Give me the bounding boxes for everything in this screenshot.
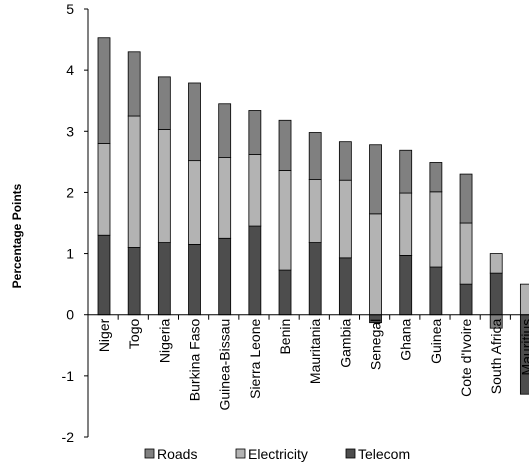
legend-label: Electricity [248, 446, 308, 462]
y-tick-label: 5 [66, 1, 74, 17]
bar-segment-electricity [459, 222, 473, 285]
x-tick-label: South Africa [488, 319, 504, 395]
y-tick-label: -1 [62, 368, 75, 384]
bar-segment-roads [248, 110, 262, 155]
bar-segment-roads [308, 132, 322, 180]
x-tick-label: Gambia [337, 319, 353, 368]
bar-segment-telecom [248, 225, 262, 316]
bar-segment-roads [97, 37, 111, 144]
bar-segment-telecom [218, 237, 232, 316]
bar-segment-electricity [399, 192, 413, 256]
bar-segment-roads [429, 162, 443, 193]
x-tick-label: Cote d'Ivoire [458, 319, 474, 397]
bar-segment-roads [157, 76, 171, 130]
bar-segment-telecom [278, 269, 292, 316]
x-tick-label: Mauritius [518, 319, 529, 376]
y-tick-label: 3 [66, 123, 74, 139]
bars [97, 37, 529, 395]
legend-label: Roads [157, 446, 197, 462]
x-tick-label: Ghana [398, 319, 414, 361]
axes [87, 9, 529, 437]
bar-segment-roads [278, 119, 292, 171]
bar-segment-telecom [188, 243, 201, 316]
bar-segment-telecom [127, 247, 141, 316]
legend-label: Telecom [358, 446, 410, 462]
y-tick-label: 4 [66, 62, 74, 78]
bar-segment-electricity [97, 143, 111, 236]
y-tick-label: -2 [62, 429, 75, 445]
legend: Roads Electricity Telecom [144, 446, 410, 462]
y-axis-ticks: -2 -1 0 1 2 3 4 5 [62, 1, 88, 445]
bar-segment-electricity [338, 179, 352, 259]
x-tick-label: Benin [277, 319, 293, 355]
legend-swatch [345, 448, 356, 459]
bar-segment-telecom [308, 242, 322, 316]
bar-segment-electricity [248, 154, 262, 227]
x-tick-label: Niger [96, 318, 112, 352]
bar-segment-roads [369, 144, 382, 215]
bar-segment-roads [127, 51, 141, 117]
bar-segment-roads [459, 173, 473, 224]
x-tick-label: Nigeria [156, 319, 172, 364]
y-tick-label: 1 [66, 246, 74, 262]
x-axis-labels: Niger Togo Nigeria Burkina Faso Guinea-Bissa… [96, 318, 529, 410]
x-tick-label: Sierra Leone [247, 319, 263, 399]
y-axis-label: Percentage Points [10, 183, 24, 288]
bar-segment-telecom [429, 266, 443, 316]
bar-segment-electricity [127, 115, 141, 248]
bar-segment-electricity [369, 213, 382, 316]
x-tick-label: Guinea [428, 319, 444, 364]
bar-segment-electricity [157, 129, 171, 243]
y-tick-label: 2 [66, 184, 74, 200]
x-tick-label: Senegal [368, 319, 384, 370]
bar-segment-electricity [278, 170, 292, 271]
bar-segment-telecom [97, 234, 111, 316]
bar-segment-electricity [188, 160, 201, 245]
bar-segment-telecom [338, 257, 352, 316]
y-tick-label: 0 [66, 307, 74, 323]
x-tick-label: Burkina Faso [187, 319, 203, 402]
bar-segment-telecom [489, 272, 503, 316]
bar-segment-roads [218, 103, 232, 158]
bar-segment-electricity [429, 191, 443, 268]
bar-segment-telecom [459, 283, 473, 316]
bar-segment-roads [338, 141, 352, 181]
x-tick-label: Mauritania [307, 319, 323, 385]
bar-segment-roads [188, 82, 201, 162]
bar-segment-telecom [399, 255, 413, 316]
bar-segment-electricity [519, 283, 529, 316]
x-tick-label: Guinea-Bissau [217, 319, 233, 411]
legend-swatch [235, 448, 246, 459]
bar-segment-electricity [218, 157, 232, 239]
bar-segment-electricity [308, 179, 322, 243]
legend-swatch [144, 448, 155, 459]
bar-segment-telecom [157, 242, 171, 316]
bar-segment-electricity [489, 253, 503, 274]
bar-segment-roads [399, 149, 413, 194]
x-tick-label: Togo [126, 319, 142, 350]
